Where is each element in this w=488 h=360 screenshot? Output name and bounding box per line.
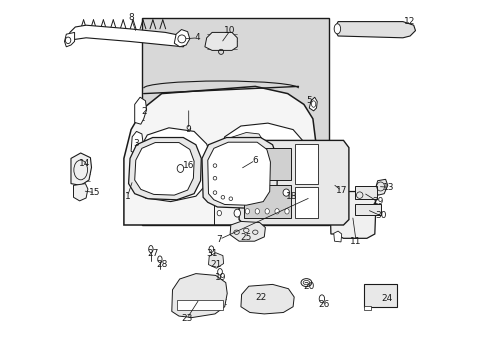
Ellipse shape (333, 24, 340, 34)
Text: 4: 4 (195, 33, 200, 42)
Text: 31: 31 (206, 249, 218, 258)
Text: 18: 18 (285, 192, 296, 201)
Polygon shape (217, 123, 309, 202)
Text: 7: 7 (216, 235, 222, 244)
Text: 24: 24 (380, 294, 391, 303)
Bar (363, 284, 396, 307)
Ellipse shape (284, 209, 288, 214)
Polygon shape (73, 184, 88, 201)
Text: 22: 22 (255, 292, 266, 302)
Text: 6: 6 (252, 156, 258, 165)
Text: 15: 15 (89, 188, 101, 197)
Ellipse shape (177, 165, 183, 172)
Ellipse shape (244, 209, 249, 214)
Text: 28: 28 (156, 260, 167, 269)
Polygon shape (309, 97, 317, 111)
Text: 9: 9 (185, 125, 191, 134)
Polygon shape (64, 32, 75, 47)
Polygon shape (202, 138, 277, 208)
Text: 8: 8 (128, 13, 134, 22)
Bar (363, 306, 370, 310)
Polygon shape (68, 25, 186, 47)
Polygon shape (174, 30, 189, 47)
Polygon shape (71, 153, 91, 185)
Polygon shape (134, 97, 146, 124)
Polygon shape (268, 146, 305, 194)
Text: 23: 23 (181, 314, 192, 323)
Text: 20: 20 (303, 282, 314, 291)
Polygon shape (208, 253, 223, 268)
Text: 11: 11 (349, 237, 361, 246)
Text: 26: 26 (317, 300, 329, 309)
Bar (294, 144, 318, 184)
Ellipse shape (217, 210, 221, 216)
Polygon shape (204, 32, 237, 50)
Text: 17: 17 (335, 186, 347, 195)
Text: 19: 19 (215, 273, 226, 282)
Bar (355, 204, 381, 215)
Polygon shape (207, 142, 270, 205)
Bar (355, 186, 376, 199)
Bar (294, 187, 318, 218)
Text: 2: 2 (141, 107, 146, 116)
Polygon shape (134, 128, 212, 202)
Polygon shape (171, 274, 227, 318)
Ellipse shape (234, 209, 240, 217)
Polygon shape (222, 132, 265, 180)
Bar (177, 300, 223, 310)
Text: 1: 1 (124, 192, 130, 201)
Polygon shape (239, 140, 348, 225)
Polygon shape (230, 221, 265, 241)
Text: 29: 29 (371, 197, 383, 206)
Polygon shape (334, 22, 415, 38)
Ellipse shape (274, 209, 279, 214)
Polygon shape (131, 131, 142, 154)
Text: 14: 14 (79, 159, 90, 168)
Text: 12: 12 (404, 17, 415, 26)
Ellipse shape (264, 209, 269, 214)
Bar (244, 148, 290, 180)
Text: 27: 27 (147, 249, 158, 258)
Polygon shape (128, 138, 201, 200)
Polygon shape (329, 192, 375, 238)
Bar (142, 18, 328, 225)
Text: 16: 16 (183, 161, 194, 170)
Polygon shape (333, 231, 341, 242)
Polygon shape (134, 143, 194, 195)
Ellipse shape (255, 209, 259, 214)
Bar (244, 185, 290, 218)
Text: 5: 5 (306, 96, 311, 105)
Polygon shape (374, 179, 387, 195)
Text: 10: 10 (224, 26, 235, 35)
Text: 30: 30 (375, 211, 386, 220)
Polygon shape (241, 284, 294, 314)
Text: 3: 3 (133, 139, 139, 148)
Ellipse shape (283, 189, 289, 196)
Text: 25: 25 (240, 233, 251, 242)
Polygon shape (123, 86, 316, 225)
Text: 13: 13 (382, 183, 393, 192)
Text: 21: 21 (209, 260, 221, 269)
